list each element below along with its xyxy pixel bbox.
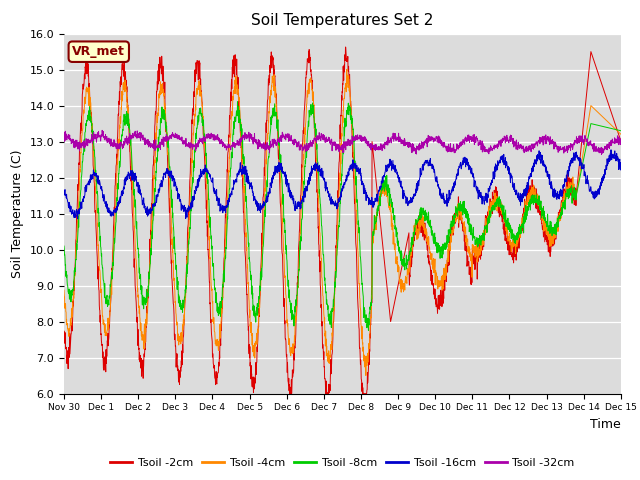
Tsoil -32cm — [99, 128, 106, 133]
Tsoil -32cm — [406, 144, 414, 150]
Line: Tsoil -2cm: Tsoil -2cm — [64, 47, 621, 394]
X-axis label: Time: Time — [590, 418, 621, 431]
Tsoil -32cm — [212, 132, 220, 138]
Tsoil -16cm — [508, 173, 516, 179]
Line: Tsoil -32cm: Tsoil -32cm — [64, 131, 621, 155]
Title: Soil Temperatures Set 2: Soil Temperatures Set 2 — [252, 13, 433, 28]
Tsoil -2cm — [164, 158, 172, 164]
Text: VR_met: VR_met — [72, 45, 125, 58]
Tsoil -2cm — [342, 44, 349, 50]
Tsoil -2cm — [286, 391, 294, 396]
Tsoil -32cm — [617, 136, 625, 142]
Tsoil -4cm — [362, 372, 370, 378]
Tsoil -32cm — [348, 139, 356, 145]
Tsoil -32cm — [164, 133, 172, 139]
Tsoil -8cm — [406, 247, 414, 253]
Tsoil -8cm — [348, 119, 356, 125]
Tsoil -32cm — [598, 152, 605, 157]
Y-axis label: Soil Temperature (C): Soil Temperature (C) — [11, 149, 24, 278]
Tsoil -4cm — [406, 261, 414, 267]
Tsoil -16cm — [60, 191, 68, 196]
Tsoil -8cm — [60, 243, 68, 249]
Tsoil -4cm — [593, 108, 601, 114]
Tsoil -32cm — [593, 145, 600, 151]
Tsoil -8cm — [593, 122, 601, 128]
Tsoil -16cm — [348, 161, 356, 167]
Tsoil -2cm — [593, 66, 601, 72]
Tsoil -2cm — [508, 254, 516, 260]
Tsoil -8cm — [508, 233, 516, 239]
Tsoil -4cm — [343, 66, 351, 72]
Tsoil -16cm — [607, 147, 615, 153]
Tsoil -32cm — [60, 136, 68, 142]
Tsoil -8cm — [212, 300, 220, 306]
Legend: Tsoil -2cm, Tsoil -4cm, Tsoil -8cm, Tsoil -16cm, Tsoil -32cm: Tsoil -2cm, Tsoil -4cm, Tsoil -8cm, Tsoi… — [106, 453, 579, 472]
Tsoil -16cm — [164, 168, 172, 173]
Tsoil -4cm — [617, 131, 625, 137]
Tsoil -16cm — [593, 194, 600, 200]
Tsoil -4cm — [508, 244, 516, 250]
Line: Tsoil -8cm: Tsoil -8cm — [64, 102, 621, 330]
Tsoil -16cm — [406, 197, 414, 203]
Tsoil -8cm — [234, 99, 241, 105]
Line: Tsoil -16cm: Tsoil -16cm — [64, 150, 621, 219]
Tsoil -2cm — [212, 372, 220, 378]
Tsoil -8cm — [617, 128, 625, 133]
Tsoil -32cm — [508, 136, 516, 142]
Tsoil -16cm — [212, 192, 220, 198]
Tsoil -2cm — [617, 138, 625, 144]
Tsoil -4cm — [60, 287, 68, 293]
Tsoil -16cm — [74, 216, 81, 222]
Tsoil -2cm — [60, 328, 68, 334]
Line: Tsoil -4cm: Tsoil -4cm — [64, 69, 621, 375]
Tsoil -4cm — [212, 337, 220, 343]
Tsoil -16cm — [617, 167, 625, 173]
Tsoil -4cm — [348, 120, 356, 126]
Tsoil -8cm — [164, 138, 172, 144]
Tsoil -2cm — [406, 264, 414, 270]
Tsoil -8cm — [365, 327, 372, 333]
Tsoil -4cm — [164, 149, 172, 155]
Tsoil -2cm — [348, 135, 356, 141]
